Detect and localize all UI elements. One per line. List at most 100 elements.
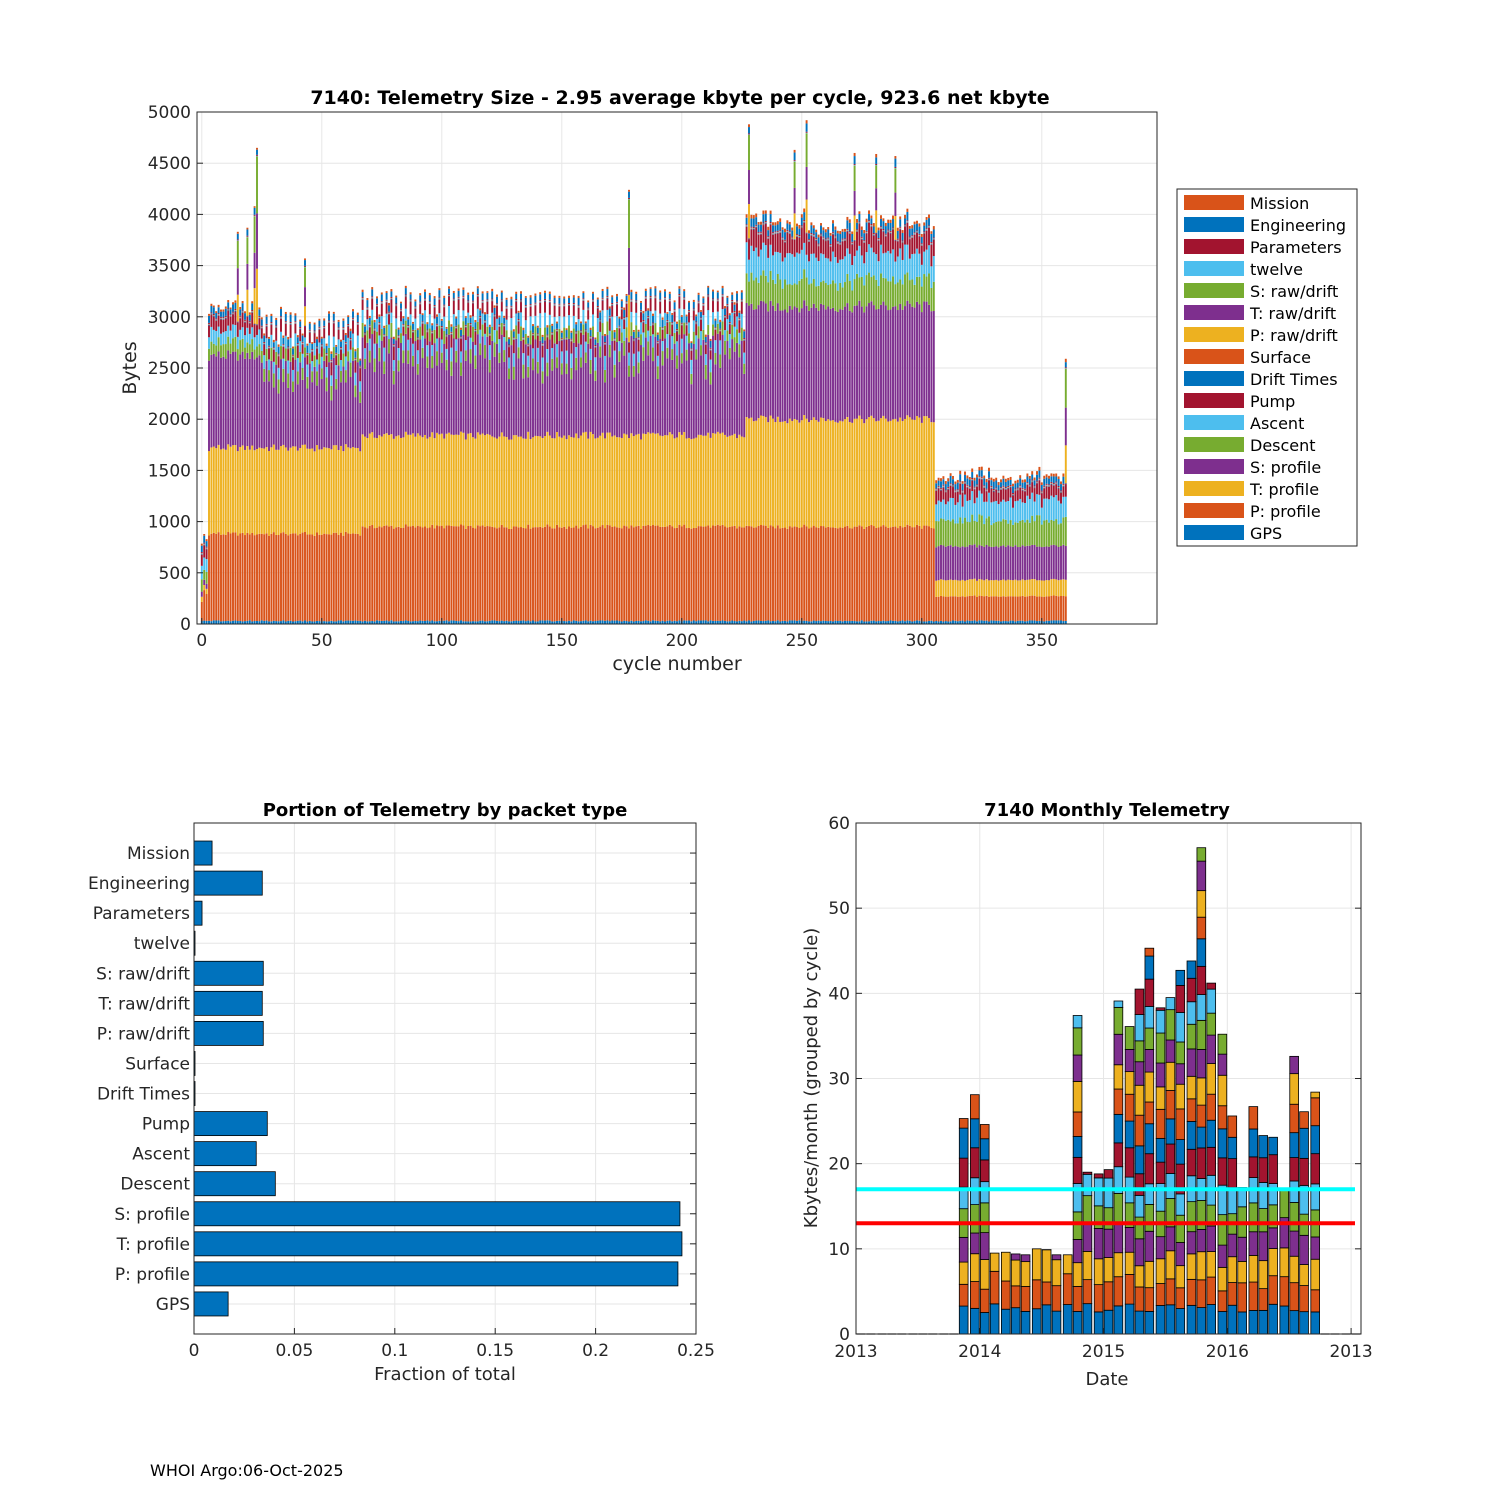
top-bar-segment [330,353,333,360]
top-bar-segment [856,621,858,624]
top-bar-segment [692,343,695,439]
top-bar-segment [635,620,638,624]
top-bar-segment [1036,482,1038,484]
top-bar-segment [227,310,230,311]
top-bar-segment [316,347,318,349]
top-bar-segment [719,340,722,355]
top-bar-segment [253,450,256,536]
top-bar-segment [407,319,410,326]
top-bar-segment [541,383,544,439]
top-bar-segment [272,444,275,533]
top-bar-segment [340,620,342,624]
top-bar-segment [232,312,234,314]
br-bar-segment [979,1181,990,1204]
top-bar-segment [260,350,263,363]
top-bar-segment [337,328,340,329]
top-bar-segment [481,313,484,325]
top-bar-segment [205,539,208,542]
top-bar-segment [316,348,318,349]
top-bar-segment [234,351,237,446]
legend-swatch [1184,261,1244,276]
top-bar-segment [851,312,854,423]
top-bar-segment [798,527,801,621]
top-bar-segment [378,526,381,621]
top-bar-segment [697,338,700,435]
top-bar-segment [671,323,674,324]
top-bar-segment [882,253,885,278]
top-bar-segment [572,303,575,305]
top-bar-segment [517,319,520,321]
top-bar-segment [978,490,981,515]
top-bar-segment [517,320,520,322]
top-bar-segment [460,620,462,624]
top-bar-segment [613,339,616,340]
legend-label: Surface [1250,348,1311,367]
top-bar-segment [416,433,419,526]
top-bar-segment [772,418,774,527]
top-bar-segment [210,313,213,314]
top-bar-segment [479,318,482,319]
top-bar-segment [786,220,789,224]
top-bar-segment [592,301,594,315]
top-bar-segment [685,324,688,325]
top-bar-segment [205,548,208,549]
top-bar-segment [630,292,633,300]
top-bar-segment [860,239,863,256]
top-bar-segment [1026,484,1029,485]
top-bar-segment [875,153,878,158]
top-bar-segment [750,303,753,418]
top-bar-segment [558,305,561,306]
top-bar-segment [1016,596,1019,621]
top-bar-segment [808,261,810,285]
top-bar-segment [452,620,455,624]
top-ytick-label: 3500 [148,257,191,277]
top-bar-segment [793,152,796,161]
top-bar-segment [548,339,551,436]
top-bar-segment [810,253,813,284]
top-bar-segment [635,303,638,313]
top-bar-segment [419,620,422,624]
top-bar-segment [460,351,462,363]
top-bar-segment [1057,486,1060,488]
top-bar-segment [781,238,784,240]
top-bar-segment [637,525,640,621]
top-bar-segment [371,297,374,299]
top-bar-segment [246,235,249,237]
top-bar-segment [923,225,926,232]
top-bar-segment [690,350,693,351]
top-bar-segment [1026,545,1029,580]
top-bar-segment [1036,474,1038,481]
top-bar-segment [733,621,736,624]
top-bar-segment [956,482,959,490]
top-bar-segment [724,330,726,341]
top-bar-segment [1002,475,1005,479]
top-bar-segment [301,342,304,344]
top-bar-segment [865,218,868,223]
top-bar-segment [654,620,657,624]
top-bar-segment [846,231,849,249]
top-bar-segment [940,595,942,621]
top-bar-segment [431,524,434,621]
top-bar-segment [546,336,549,337]
top-bar-segment [229,309,232,315]
top-bar-segment [532,332,534,334]
top-bar-segment [817,620,820,624]
top-bar-segment [685,438,688,529]
top-bar-segment [704,435,707,527]
top-bar-segment [270,360,273,448]
top-bar-segment [306,621,309,624]
top-bar-segment [352,319,354,321]
top-bar-segment [1060,492,1062,493]
top-bar-segment [205,546,208,548]
top-bar-segment [438,526,441,621]
top-bar-segment [232,445,234,533]
top-bar-segment [618,621,621,624]
top-bar-segment [287,336,290,340]
top-bar-segment [892,228,894,229]
legend-swatch [1184,217,1244,232]
top-bar-segment [371,289,374,297]
top-bar-segment [668,432,671,525]
top-bar-segment [460,338,462,339]
top-bar-segment [570,340,573,342]
top-bar-segment [719,331,722,341]
